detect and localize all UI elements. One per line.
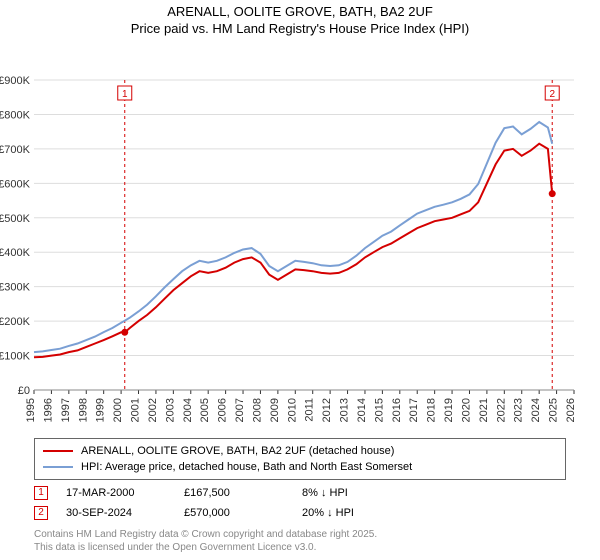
x-tick-label: 2009 [269, 398, 281, 422]
sale-price: £570,000 [184, 507, 284, 519]
x-tick-label: 2001 [130, 398, 142, 422]
sale-date: 17-MAR-2000 [66, 487, 166, 499]
x-tick-label: 2020 [460, 398, 472, 422]
chart-area: £0 £100K £200K £300K £400K £500K £600K £700K £80… [0, 38, 600, 434]
x-tick-label: 2006 [217, 398, 229, 422]
x-tick-label: 1998 [77, 398, 89, 422]
x-tick-label: 2025 [548, 398, 560, 422]
sale-row-marker: 1 [34, 486, 48, 500]
legend-label: ARENALL, OOLITE GROVE, BATH, BA2 2UF (de… [81, 445, 394, 457]
legend-label: HPI: Average price, detached house, Bath… [81, 461, 412, 473]
legend-row: HPI: Average price, detached house, Bath… [43, 459, 557, 475]
sales-table: 1 17-MAR-2000 £167,500 8% ↓ HPI 2 30-SEP-2024… [0, 486, 600, 520]
sale-row: 2 30-SEP-2024 £570,000 20% ↓ HPI [34, 506, 566, 520]
chart-title: ARENALL, OOLITE GROVE, BATH, BA2 2UF Pri… [0, 0, 600, 38]
x-tick-label: 2008 [251, 398, 263, 422]
x-tick-label: 2012 [321, 398, 333, 422]
y-tick-label: £100K [0, 350, 31, 362]
legend-swatch [43, 450, 73, 452]
x-tick-label: 2024 [530, 398, 542, 422]
x-tick-label: 2011 [304, 398, 316, 422]
x-tick-label: 2013 [339, 398, 351, 422]
x-tick-label: 1995 [25, 398, 37, 422]
x-tick-label: 1999 [95, 398, 107, 422]
line-chart: £0 £100K £200K £300K £400K £500K £600K £700K £80… [0, 38, 600, 434]
title-line2: Price paid vs. HM Land Registry's House … [0, 21, 600, 38]
x-tick-label: 1997 [60, 398, 72, 422]
x-tick-label: 2019 [443, 398, 455, 422]
x-tick-label: 2015 [373, 398, 385, 422]
attribution-line2: This data is licensed under the Open Gov… [34, 541, 566, 554]
x-tick-label: 2014 [356, 398, 368, 422]
x-tick-label: 2010 [286, 398, 298, 422]
x-tick-label: 2002 [147, 398, 159, 422]
y-tick-label: £800K [0, 109, 31, 121]
sale-point [121, 329, 128, 336]
y-tick-label: £0 [18, 385, 30, 397]
legend-row: ARENALL, OOLITE GROVE, BATH, BA2 2UF (de… [43, 443, 557, 459]
y-tick-label: £500K [0, 213, 31, 225]
x-tick-label: 2018 [426, 398, 438, 422]
x-tick-label: 2003 [164, 398, 176, 422]
x-tick-label: 2000 [112, 398, 124, 422]
x-tick-label: 2021 [478, 398, 490, 422]
x-tick-label: 2023 [513, 398, 525, 422]
x-tick-label: 2007 [234, 398, 246, 422]
sale-price: £167,500 [184, 487, 284, 499]
series-price_paid [34, 143, 552, 357]
y-tick-label: £400K [0, 247, 31, 259]
x-tick-label: 2016 [391, 398, 403, 422]
sale-row-marker: 2 [34, 506, 48, 520]
y-tick-label: £300K [0, 281, 31, 293]
sale-marker-num: 1 [122, 89, 128, 100]
y-tick-label: £700K [0, 144, 31, 156]
sale-point [549, 190, 556, 197]
x-tick-label: 2022 [495, 398, 507, 422]
series-hpi [34, 122, 552, 352]
x-tick-label: 2004 [182, 398, 194, 422]
legend: ARENALL, OOLITE GROVE, BATH, BA2 2UF (de… [34, 438, 566, 480]
y-tick-label: £200K [0, 316, 31, 328]
x-tick-label: 2017 [408, 398, 420, 422]
x-tick-label: 1996 [42, 398, 54, 422]
sale-delta: 8% ↓ HPI [302, 487, 402, 499]
attribution: Contains HM Land Registry data © Crown c… [34, 528, 566, 554]
y-tick-label: £600K [0, 178, 31, 190]
title-line1: ARENALL, OOLITE GROVE, BATH, BA2 2UF [0, 4, 600, 21]
y-tick-label: £900K [0, 75, 31, 87]
x-tick-label: 2005 [199, 398, 211, 422]
attribution-line1: Contains HM Land Registry data © Crown c… [34, 528, 566, 541]
legend-swatch [43, 466, 73, 468]
sale-marker-num: 2 [549, 89, 555, 100]
sale-row: 1 17-MAR-2000 £167,500 8% ↓ HPI [34, 486, 566, 500]
sale-delta: 20% ↓ HPI [302, 507, 402, 519]
sale-date: 30-SEP-2024 [66, 507, 166, 519]
x-tick-label: 2026 [565, 398, 577, 422]
